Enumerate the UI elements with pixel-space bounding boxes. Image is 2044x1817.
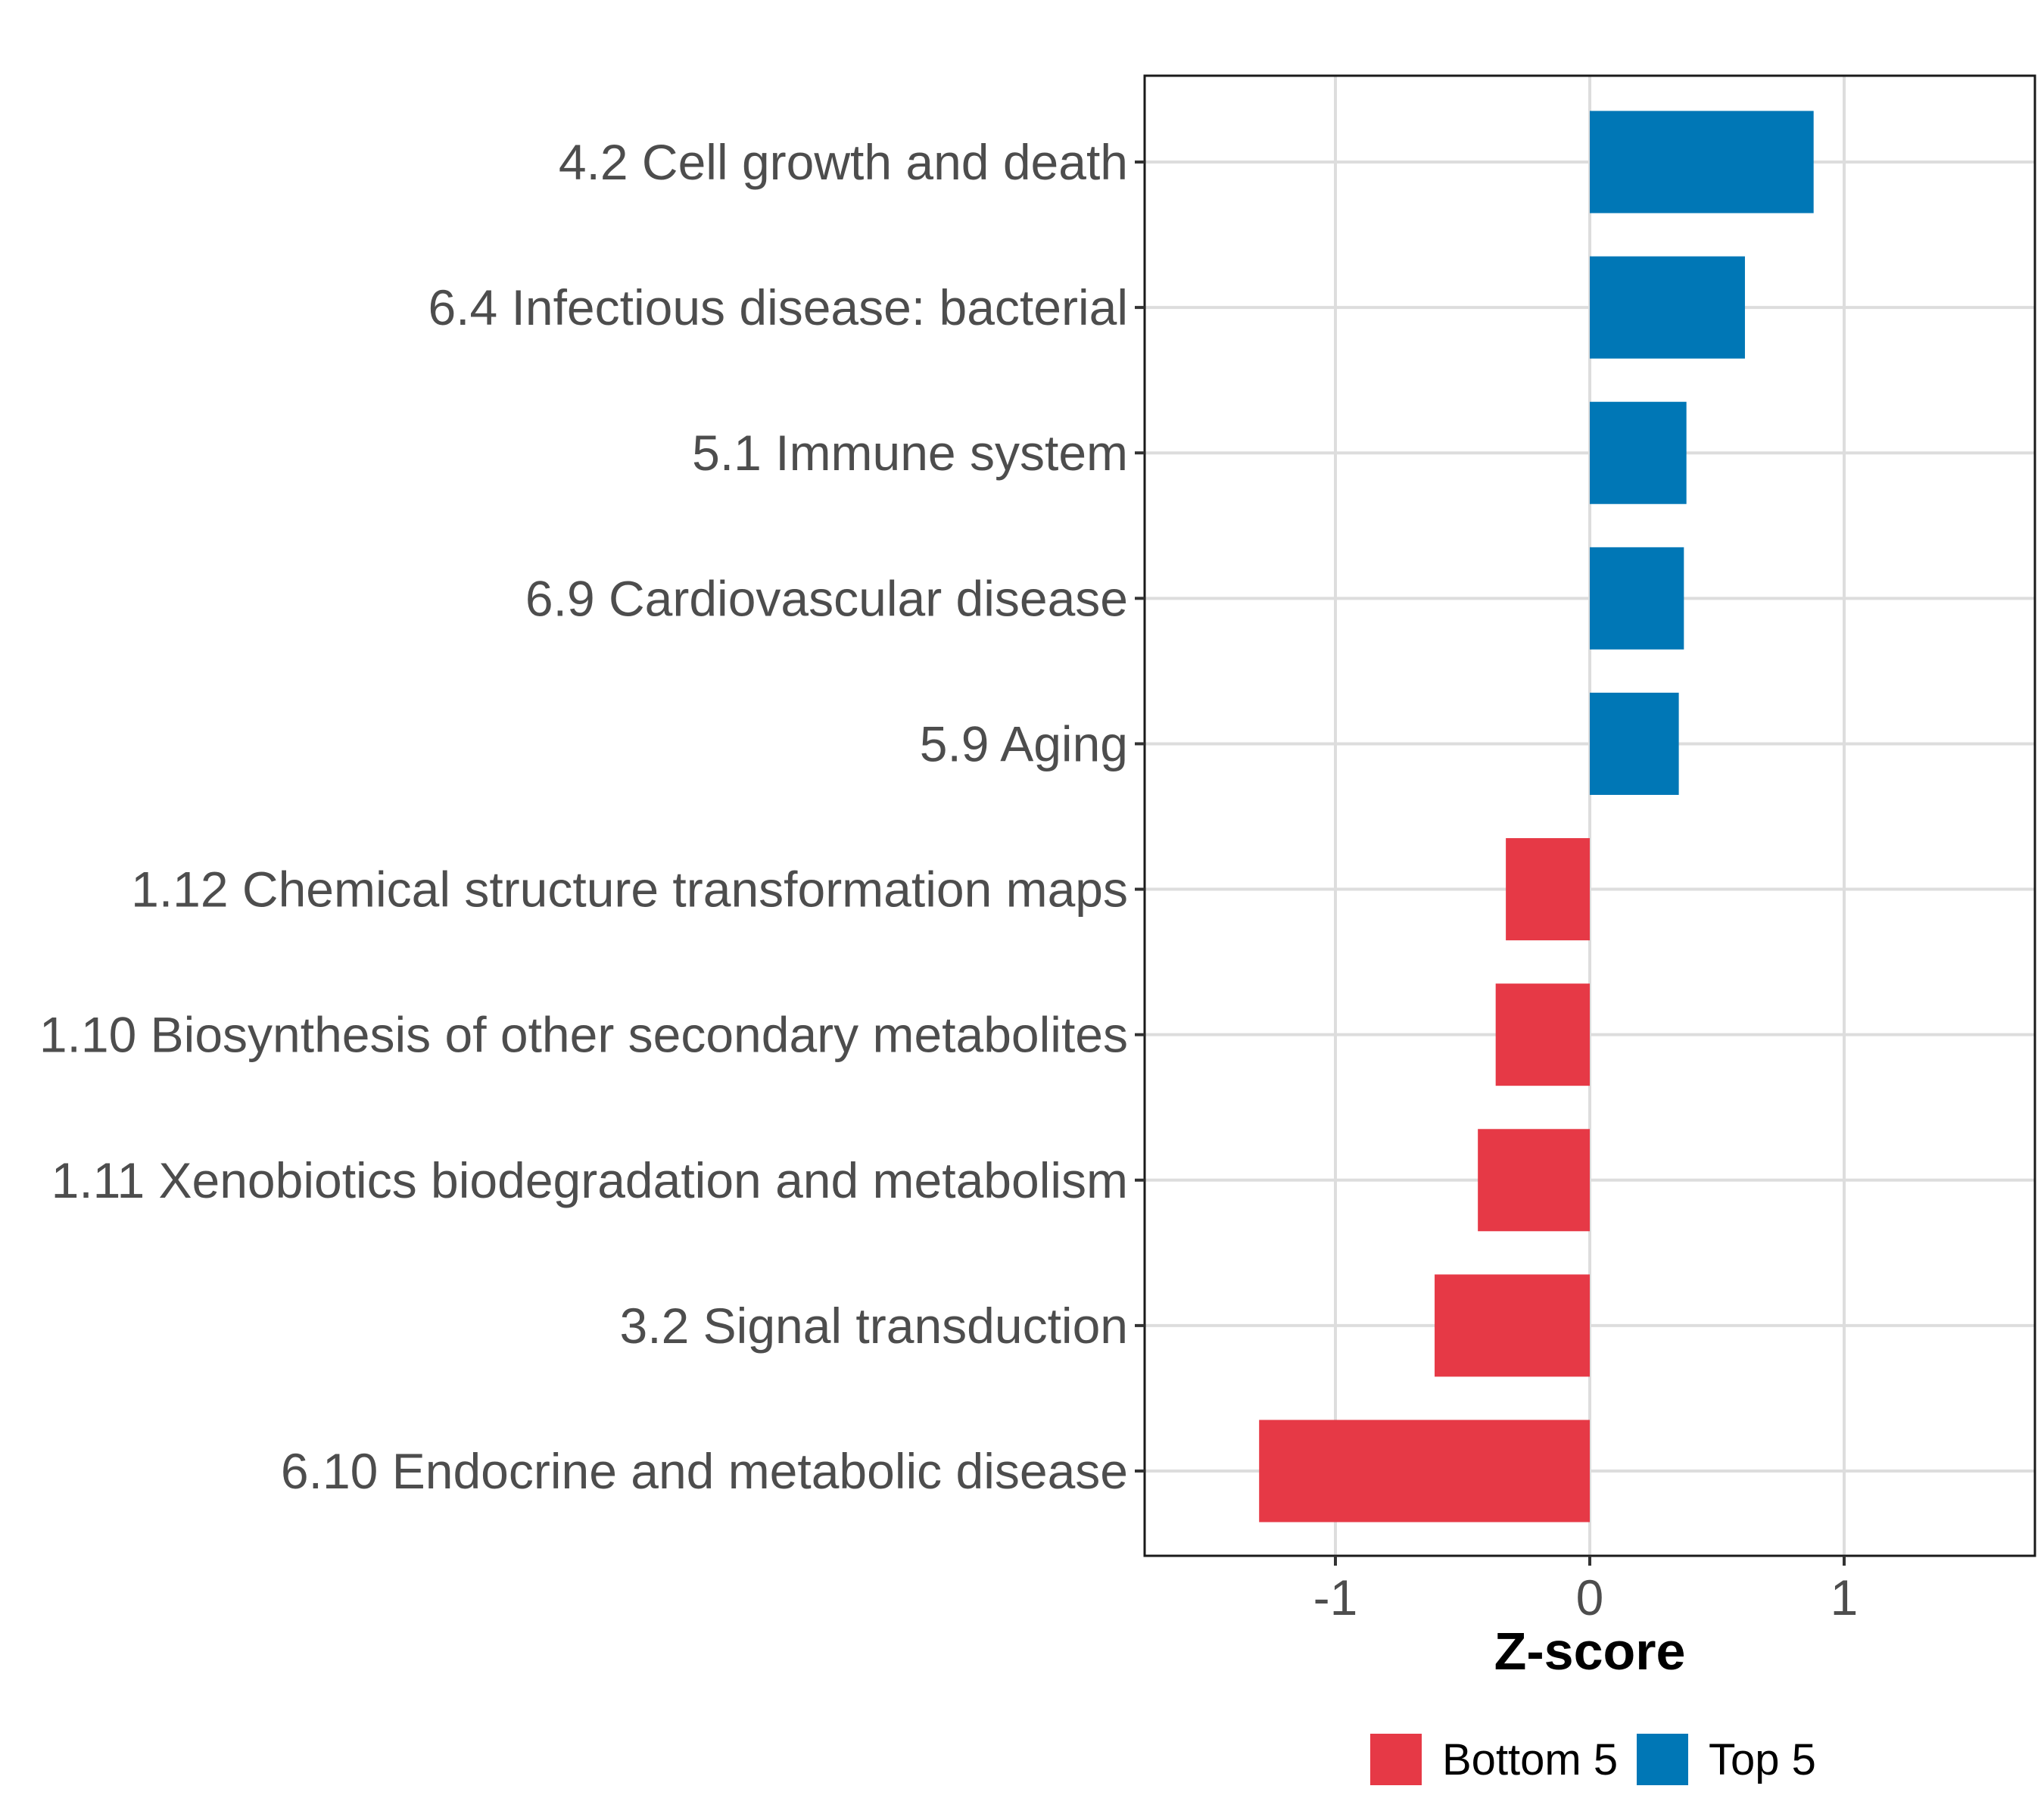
- y-axis-ticks: [1135, 161, 1145, 1473]
- legend-label: Bottom 5: [1442, 1735, 1618, 1784]
- category-label: 5.9 Aging: [920, 715, 1128, 771]
- bar-4: [1590, 547, 1684, 650]
- bar-5: [1590, 692, 1679, 795]
- x-tick-label: 1: [1831, 1569, 1859, 1625]
- legend-label: Top 5: [1709, 1735, 1816, 1784]
- category-label: 3.2 Signal transduction: [620, 1298, 1128, 1354]
- category-label: 1.10 Biosynthesis of other secondary met…: [39, 1007, 1128, 1063]
- x-tick-label: -1: [1313, 1569, 1358, 1625]
- x-tick-label: 0: [1576, 1569, 1604, 1625]
- x-axis-ticks: [1334, 1556, 1846, 1566]
- bar-1: [1590, 111, 1814, 213]
- bar-7: [1495, 983, 1590, 1086]
- category-label: 4.2 Cell growth and death: [559, 134, 1128, 190]
- bar-6: [1506, 838, 1590, 941]
- bar-3: [1590, 401, 1687, 504]
- category-label: 1.11 Xenobiotics biodegradation and meta…: [51, 1152, 1128, 1208]
- bars: [1259, 111, 1814, 1522]
- bar-2: [1590, 256, 1745, 359]
- bar-9: [1435, 1274, 1590, 1377]
- legend-swatch: [1370, 1734, 1422, 1785]
- y-axis-category-labels: 4.2 Cell growth and death 6.4 Infectious …: [39, 134, 1128, 1499]
- legend-swatch: [1637, 1734, 1688, 1785]
- x-axis-title: Z-score: [1494, 1622, 1686, 1681]
- x-axis-tick-labels: -1 0 1: [1313, 1569, 1859, 1625]
- category-label: 6.9 Cardiovascular disease: [525, 570, 1128, 626]
- category-label: 6.4 Infectious disease: bacterial: [428, 279, 1128, 335]
- category-label: 5.1 Immune system: [692, 425, 1128, 481]
- category-label: 1.12 Chemical structure transformation m…: [131, 862, 1128, 918]
- legend: Bottom 5 Top 5: [1370, 1734, 1816, 1785]
- bar-8: [1478, 1129, 1590, 1232]
- bar-10: [1259, 1420, 1590, 1522]
- category-label: 6.10 Endocrine and metabolic disease: [281, 1443, 1128, 1499]
